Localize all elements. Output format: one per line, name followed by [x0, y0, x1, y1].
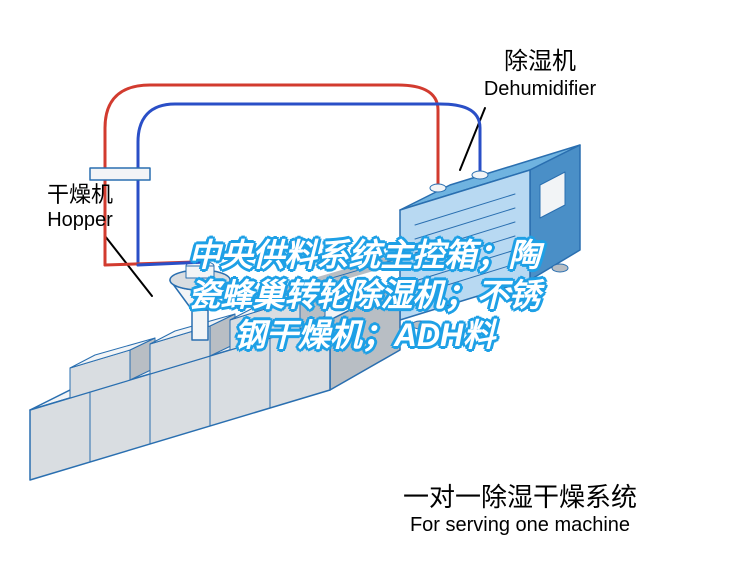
label-system-title: 一对一除湿干燥系统 For serving one machine [330, 482, 710, 537]
label-hopper-en: Hopper [10, 208, 150, 232]
watermark-line-3: 钢干燥机；ADH料 [0, 315, 729, 355]
label-system-title-cn: 一对一除湿干燥系统 [330, 482, 710, 513]
label-hopper: 干燥机 Hopper [10, 182, 150, 232]
label-dehumidifier-en: Dehumidifier [430, 77, 650, 101]
diagram-canvas: 除湿机 Dehumidifier 干燥机 Hopper 一对一除湿干燥系统 Fo… [0, 0, 729, 561]
watermark-line-1: 中央供料系统主控箱；陶 [0, 235, 729, 275]
label-hopper-cn: 干燥机 [10, 182, 150, 208]
label-dehumidifier: 除湿机 Dehumidifier [430, 48, 650, 101]
watermark-text: 中央供料系统主控箱；陶 瓷蜂巢转轮除湿机；不锈 钢干燥机；ADH料 [0, 235, 729, 355]
label-dehumidifier-cn: 除湿机 [430, 48, 650, 77]
label-system-title-en: For serving one machine [330, 513, 710, 537]
watermark-line-2: 瓷蜂巢转轮除湿机；不锈 [0, 275, 729, 315]
